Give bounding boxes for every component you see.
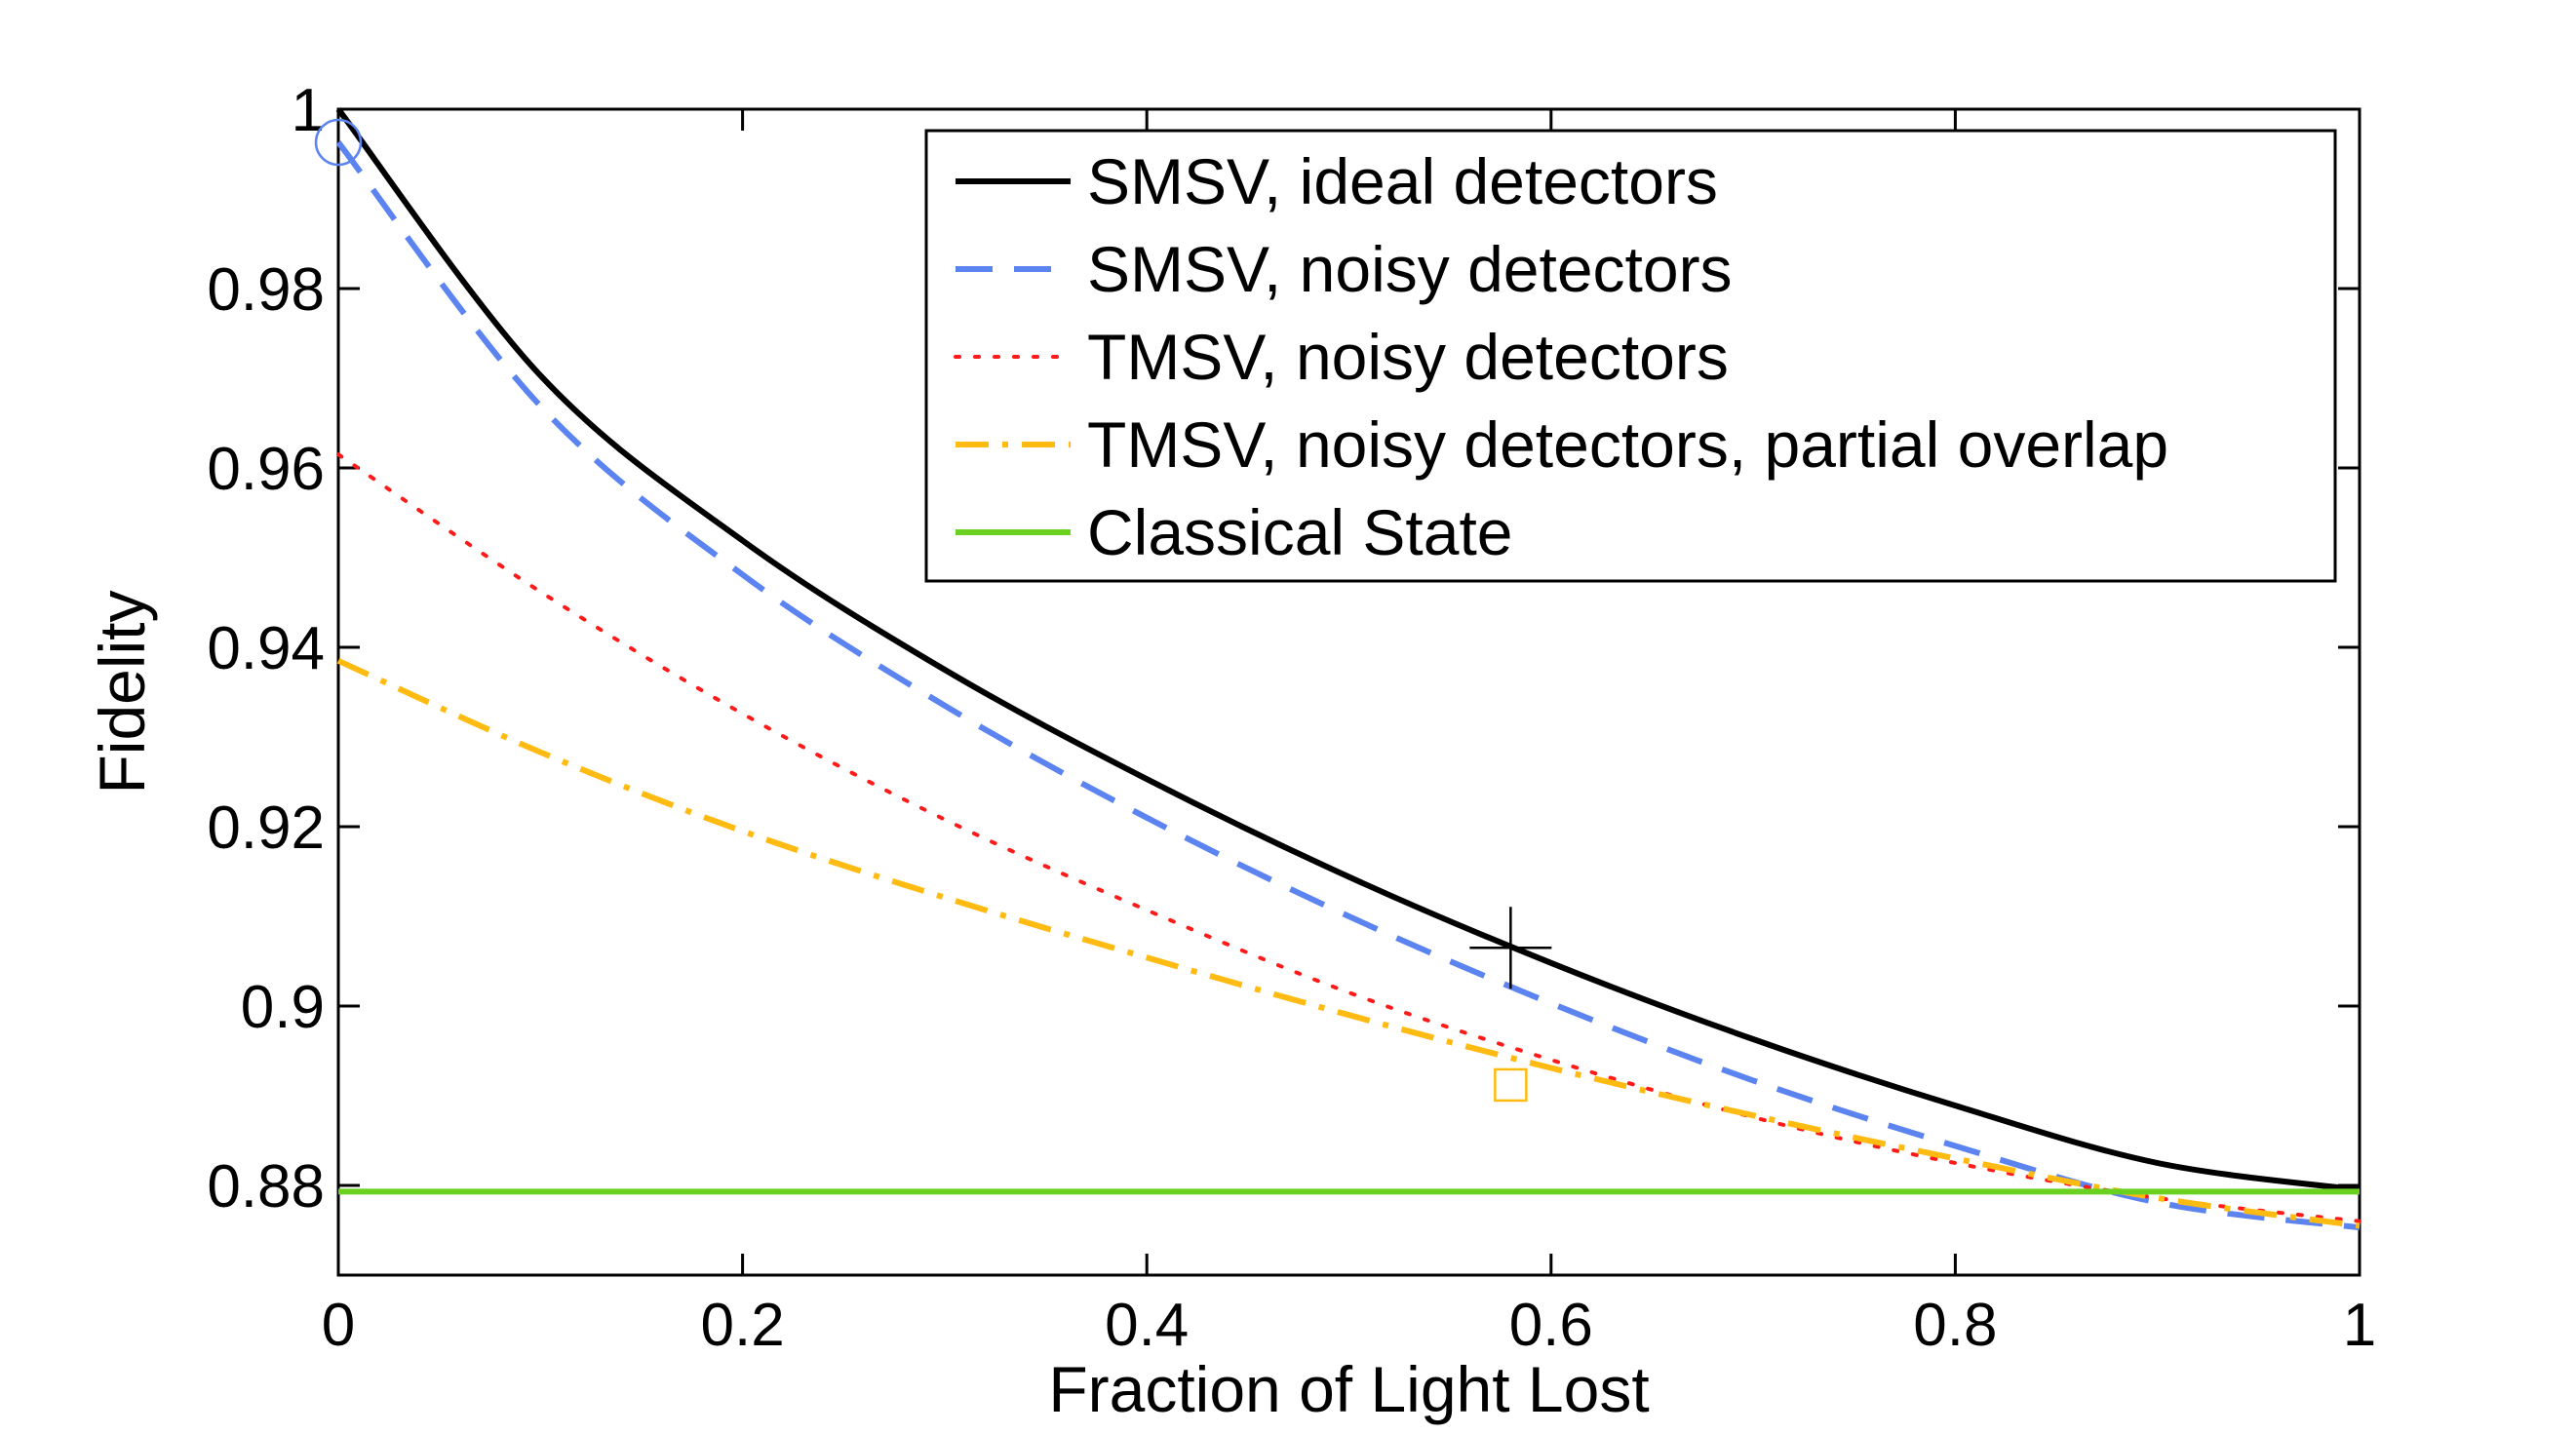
x-tick-label: 0.8 xyxy=(1913,1292,1997,1359)
markers-layer xyxy=(314,118,1552,1103)
legend-label: SMSV, ideal detectors xyxy=(1087,145,1718,217)
axes-frame xyxy=(336,107,2361,1277)
y-tick-label: 0.88 xyxy=(207,1153,325,1221)
ticks-layer xyxy=(336,107,2361,1275)
plot-area xyxy=(314,107,2361,1231)
marker-circle xyxy=(314,118,363,167)
legend-label: TMSV, noisy detectors, partial overlap xyxy=(1087,408,2168,481)
legend-entry: SMSV, noisy detectors xyxy=(956,233,1733,305)
x-tick-label: 0 xyxy=(322,1292,355,1359)
y-tick-label: 0.98 xyxy=(207,256,325,324)
x-tick-label: 0.2 xyxy=(700,1292,784,1359)
legend-entry: TMSV, noisy detectors xyxy=(954,321,1729,393)
legend-entry: Classical State xyxy=(956,496,1513,568)
axes-box xyxy=(336,107,2361,1277)
series-line-smsv-ideal-detectors xyxy=(335,107,2361,1193)
y-tick-label: 1 xyxy=(292,77,325,144)
y-tick-label: 0.94 xyxy=(207,615,325,682)
y-axis-title: Fidelity xyxy=(86,590,158,794)
series-line-tmsv-noisy-detectors-partial-overlap xyxy=(336,658,2361,1229)
y-tick-label: 0.92 xyxy=(207,795,325,862)
legend-label: TMSV, noisy detectors xyxy=(1087,321,1729,393)
series-line-tmsv-noisy-detectors xyxy=(336,452,2361,1223)
series-layer xyxy=(335,107,2361,1231)
legend-label: Classical State xyxy=(1087,496,1513,568)
series-line-smsv-noisy-detectors xyxy=(335,140,2361,1231)
legend-box xyxy=(924,129,2337,583)
legend: SMSV, ideal detectors SMSV, noisy detecto… xyxy=(924,129,2337,583)
tick-labels-layer: 0 0.2 0.4 0.6 0.8 1 0.88 0.9 0.92 0.94 0.96 0.98 1 xyxy=(207,77,2376,1359)
legend-entry: TMSV, noisy detectors, partial overlap xyxy=(956,408,2168,481)
y-tick-label: 0.9 xyxy=(241,974,325,1041)
legend-label: SMSV, noisy detectors xyxy=(1087,233,1733,305)
marker-square xyxy=(1494,1067,1528,1103)
x-tick-label: 1 xyxy=(2343,1292,2376,1359)
y-tick-label: 0.96 xyxy=(207,436,325,503)
legend-entry: SMSV, ideal detectors xyxy=(956,145,1718,217)
marker-plus xyxy=(1469,907,1552,989)
x-axis-title: Fraction of Light Lost xyxy=(1048,1353,1649,1425)
legend-entries: SMSV, ideal detectors SMSV, noisy detecto… xyxy=(954,145,2168,568)
x-tick-label: 0.6 xyxy=(1509,1292,1593,1359)
x-tick-label: 0.4 xyxy=(1105,1292,1189,1359)
